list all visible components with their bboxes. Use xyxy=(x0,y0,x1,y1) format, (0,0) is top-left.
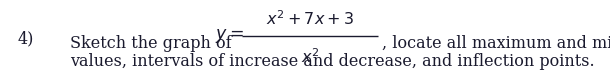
Text: 4): 4) xyxy=(18,31,34,47)
Text: Sketch the graph of: Sketch the graph of xyxy=(70,35,232,51)
Text: $x^2$: $x^2$ xyxy=(301,49,319,67)
Text: , locate all maximum and minimum: , locate all maximum and minimum xyxy=(382,35,610,51)
Text: $x^2 + 7x + 3$: $x^2 + 7x + 3$ xyxy=(266,11,354,29)
Text: values, intervals of increase and decrease, and inflection points.: values, intervals of increase and decrea… xyxy=(70,53,595,71)
Text: $y=$: $y=$ xyxy=(215,27,244,45)
